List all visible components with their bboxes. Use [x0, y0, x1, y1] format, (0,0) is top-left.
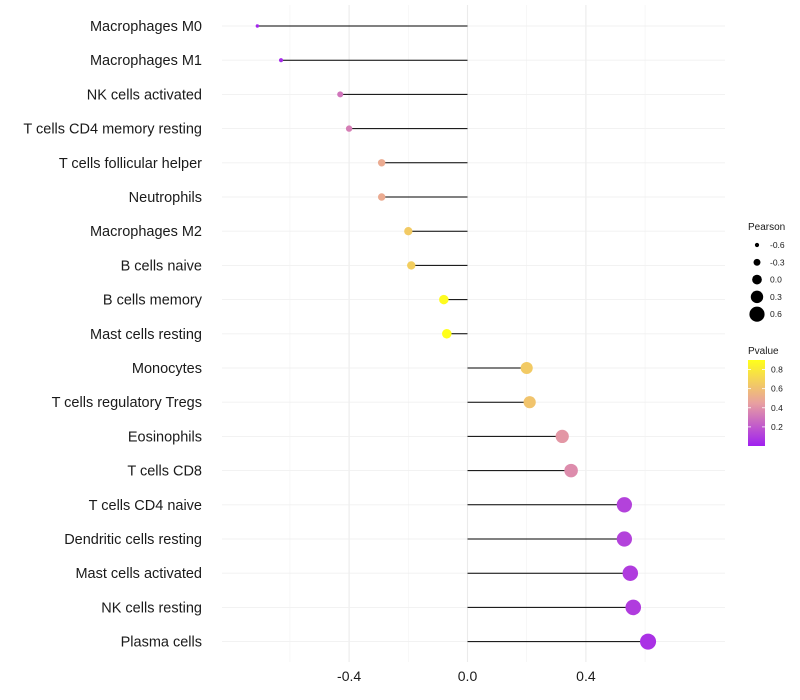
legend-size-dot: [749, 306, 765, 322]
legend-size-dot: [752, 274, 762, 285]
category-label: Macrophages M0: [90, 19, 202, 35]
point: [523, 396, 536, 409]
category-label: Macrophages M2: [90, 224, 202, 240]
point: [337, 91, 344, 98]
category-label: Mast cells resting: [90, 327, 202, 343]
point: [520, 361, 533, 375]
x-tick-label: 0.4: [576, 668, 596, 684]
point: [555, 429, 569, 444]
legend-size-dot: [750, 290, 764, 304]
point: [616, 497, 633, 513]
category-label: Macrophages M1: [90, 53, 202, 69]
legend-size-dot: [753, 258, 761, 266]
category-label: Neutrophils: [129, 190, 202, 206]
category-label: NK cells resting: [101, 600, 202, 616]
category-label: T cells CD4 naive: [89, 498, 202, 514]
x-tick-label: 0.0: [458, 668, 478, 684]
category-label: Mast cells activated: [75, 566, 202, 582]
category-label: T cells follicular helper: [59, 156, 202, 172]
point: [564, 463, 578, 478]
legend-size-label: -0.3: [770, 257, 785, 267]
category-label: Monocytes: [132, 361, 202, 377]
lollipop-stems: [257, 25, 649, 643]
point: [377, 193, 386, 201]
category-label: T cells CD4 memory resting: [23, 122, 202, 138]
category-label: T cells CD8: [127, 464, 202, 480]
legend-colorbar: [748, 360, 765, 446]
point: [439, 294, 449, 305]
category-label: T cells regulatory Tregs: [52, 395, 202, 411]
point: [345, 125, 353, 132]
x-axis-ticks: -0.4 0.0 0.4: [337, 668, 596, 684]
legend: Pearson -0.6 -0.3 0.0 0.3 0.6 Pvalue 0.8 0.6 0.4 0…: [748, 222, 785, 446]
point: [407, 261, 416, 270]
legend-color-label: 0.2: [771, 422, 783, 432]
legend-color-label: 0.4: [771, 403, 783, 413]
legend-size-title: Pearson: [748, 222, 785, 233]
point: [640, 633, 657, 650]
category-label: B cells memory: [103, 293, 203, 309]
point: [377, 159, 386, 167]
point: [404, 227, 413, 236]
legend-color-label: 0.8: [771, 365, 783, 375]
legend-size-label: -0.6: [770, 240, 785, 250]
category-label: Eosinophils: [128, 429, 202, 445]
legend-size-label: 0.6: [770, 309, 782, 319]
point: [278, 58, 284, 63]
category-labels: Macrophages M0 Macrophages M1 NK cells act…: [23, 19, 202, 651]
legend-size-label: 0.0: [770, 275, 782, 285]
point: [616, 531, 633, 547]
x-tick-label: -0.4: [337, 668, 361, 684]
point: [255, 24, 260, 28]
category-label: Dendritic cells resting: [64, 532, 202, 548]
point: [625, 599, 642, 616]
point: [442, 329, 452, 339]
legend-size-dot: [754, 242, 760, 248]
legend-size-label: 0.3: [770, 292, 782, 302]
category-label: NK cells activated: [87, 87, 202, 103]
point: [622, 565, 639, 581]
lollipop-points: [255, 24, 657, 650]
legend-color-title: Pvalue: [748, 346, 779, 357]
category-label: B cells naive: [121, 258, 202, 274]
grid-lines: [222, 5, 725, 662]
category-label: Plasma cells: [121, 635, 202, 651]
legend-color-label: 0.6: [771, 384, 783, 394]
